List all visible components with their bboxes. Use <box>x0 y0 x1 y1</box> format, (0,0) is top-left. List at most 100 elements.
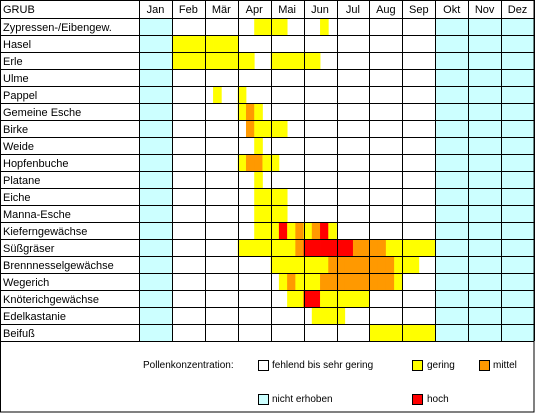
pollen-cell <box>163 52 173 69</box>
pollen-cell <box>459 222 469 239</box>
pollen-cell <box>468 52 477 69</box>
pollen-cell <box>163 35 173 52</box>
pollen-cell <box>278 222 288 239</box>
pollen-cell <box>394 239 403 256</box>
pollen-cell <box>303 222 313 239</box>
pollen-cell <box>459 256 469 273</box>
pollen-cell <box>254 222 263 239</box>
pollen-cell <box>147 290 156 307</box>
pollen-cell <box>468 290 477 307</box>
pollen-cell <box>517 256 527 273</box>
pollen-cell <box>303 290 313 307</box>
pollen-cell <box>492 256 502 273</box>
row-label: Beifuß <box>3 328 35 340</box>
pollen-cell <box>402 324 411 341</box>
pollen-cell <box>303 273 313 290</box>
pollen-cell <box>484 103 494 120</box>
pollen-cell <box>476 120 486 137</box>
month-label: Feb <box>179 4 198 16</box>
pollen-cell <box>451 171 461 188</box>
pollen-cell <box>188 52 198 69</box>
pollen-cell <box>147 188 156 205</box>
pollen-cell <box>468 307 477 324</box>
pollen-cell <box>509 137 518 154</box>
pollen-cell <box>476 171 486 188</box>
pollen-cell <box>394 273 403 290</box>
month-label: Apr <box>246 4 263 16</box>
pollen-cell <box>492 154 502 171</box>
pollen-cell <box>155 52 165 69</box>
pollen-cell <box>443 137 453 154</box>
pollen-cell <box>369 324 379 341</box>
pollen-cell <box>459 273 469 290</box>
pollen-cell <box>245 154 255 171</box>
pollen-cell <box>484 205 494 222</box>
pollen-cell <box>435 188 444 205</box>
pollen-cell <box>155 273 165 290</box>
pollen-cell <box>451 120 461 137</box>
pollen-cell <box>501 69 510 86</box>
pollen-cell <box>459 35 469 52</box>
pollen-cell <box>468 86 477 103</box>
pollen-cell <box>451 222 461 239</box>
pollen-cell <box>435 154 444 171</box>
pollen-cell <box>476 205 486 222</box>
pollen-cell <box>435 307 444 324</box>
pollen-cell <box>484 188 494 205</box>
pollen-cell <box>352 290 362 307</box>
row-label: Erle <box>3 56 23 68</box>
pollen-cell <box>525 188 535 205</box>
chart-title: GRUB <box>3 4 35 16</box>
pollen-cell <box>492 69 502 86</box>
pollen-cell <box>278 205 288 222</box>
pollen-cell <box>377 239 387 256</box>
pollen-cell <box>451 18 461 35</box>
pollen-cell <box>492 137 502 154</box>
pollen-cell <box>147 137 156 154</box>
pollen-cell <box>163 103 173 120</box>
pollen-cell <box>517 171 527 188</box>
pollen-cell <box>278 273 288 290</box>
pollen-cell <box>262 239 272 256</box>
legend-swatch-high <box>412 394 423 405</box>
pollen-cell <box>459 171 469 188</box>
pollen-cell <box>451 273 461 290</box>
pollen-cell <box>501 120 510 137</box>
pollen-cell <box>525 307 535 324</box>
pollen-cell <box>484 290 494 307</box>
pollen-cell <box>501 222 510 239</box>
pollen-cell <box>254 120 263 137</box>
pollen-cell <box>501 256 510 273</box>
pollen-cell <box>361 273 370 290</box>
pollen-cell <box>394 324 403 341</box>
pollen-cell <box>492 324 502 341</box>
pollen-cell <box>451 324 461 341</box>
pollen-cell <box>418 324 428 341</box>
pollen-cell <box>311 273 321 290</box>
row-label: Eiche <box>3 192 31 204</box>
pollen-cell <box>509 290 518 307</box>
pollen-cell <box>139 154 148 171</box>
pollen-cell <box>451 239 461 256</box>
pollen-cell <box>163 222 173 239</box>
month-label: Jul <box>346 4 360 16</box>
row-label: Süßgräser <box>3 243 55 255</box>
pollen-cell <box>484 239 494 256</box>
pollen-cell <box>435 222 444 239</box>
pollen-cell <box>476 222 486 239</box>
pollen-cell <box>278 120 288 137</box>
month-label: Mai <box>278 4 296 16</box>
pollen-cell <box>410 239 420 256</box>
pollen-cell <box>287 290 296 307</box>
pollen-cell <box>336 239 346 256</box>
pollen-cell <box>451 307 461 324</box>
pollen-cell <box>451 52 461 69</box>
pollen-cell <box>443 171 453 188</box>
pollen-cell <box>501 35 510 52</box>
pollen-cell <box>237 86 247 103</box>
pollen-cell <box>270 188 280 205</box>
pollen-cell <box>155 222 165 239</box>
pollen-cell <box>451 205 461 222</box>
pollen-cell <box>229 52 239 69</box>
pollen-cell <box>468 35 477 52</box>
